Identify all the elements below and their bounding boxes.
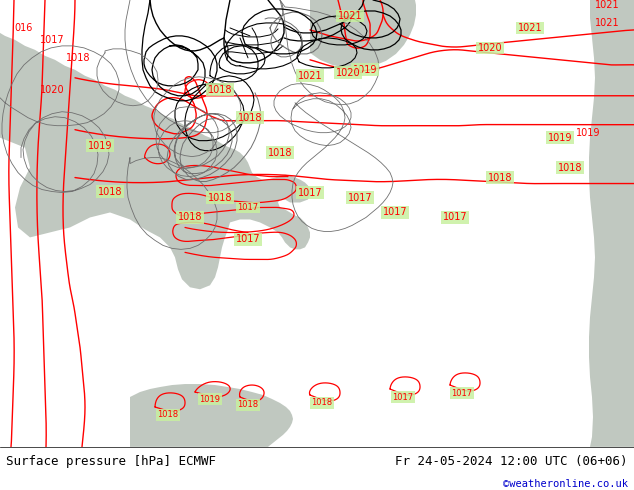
Text: 1020: 1020 (40, 85, 65, 95)
Text: 1021: 1021 (518, 23, 542, 33)
Text: 1018: 1018 (98, 187, 122, 196)
Text: 1021: 1021 (595, 18, 620, 28)
Text: 1019: 1019 (87, 141, 112, 150)
Text: 1021: 1021 (298, 71, 322, 81)
Text: 1017: 1017 (443, 213, 467, 222)
Text: 1019: 1019 (200, 394, 221, 403)
Text: Fr 24-05-2024 12:00 UTC (06+06): Fr 24-05-2024 12:00 UTC (06+06) (395, 456, 628, 468)
Text: 1018: 1018 (558, 163, 582, 172)
Text: 1018: 1018 (268, 147, 292, 158)
Text: 1018: 1018 (238, 113, 262, 122)
Text: 1017: 1017 (451, 389, 472, 397)
Text: 1018: 1018 (208, 193, 232, 202)
Text: 1017: 1017 (383, 207, 407, 218)
Text: 1019: 1019 (353, 65, 377, 75)
Text: 1017: 1017 (392, 392, 413, 401)
Text: 1017: 1017 (40, 35, 65, 45)
Text: 1017: 1017 (347, 193, 372, 202)
Text: 1021: 1021 (595, 0, 620, 10)
Text: 1018: 1018 (178, 213, 202, 222)
Text: 1017: 1017 (236, 234, 261, 245)
Text: 1017: 1017 (238, 203, 259, 212)
Text: 1018: 1018 (488, 172, 512, 183)
Text: 1017: 1017 (298, 188, 322, 197)
Text: 1018: 1018 (157, 411, 179, 419)
Text: Surface pressure [hPa] ECMWF: Surface pressure [hPa] ECMWF (6, 456, 216, 468)
Text: 1018: 1018 (238, 400, 259, 410)
Text: 1020: 1020 (335, 68, 360, 78)
Text: 1019: 1019 (548, 133, 573, 143)
Text: 016: 016 (14, 23, 32, 33)
Text: 1021: 1021 (338, 11, 362, 21)
Text: ©weatheronline.co.uk: ©weatheronline.co.uk (503, 479, 628, 489)
Text: 1018: 1018 (208, 85, 232, 95)
Text: 1019: 1019 (576, 128, 600, 138)
Text: 1018: 1018 (66, 53, 91, 63)
Text: 1020: 1020 (477, 43, 502, 53)
Text: 1018: 1018 (311, 398, 333, 408)
